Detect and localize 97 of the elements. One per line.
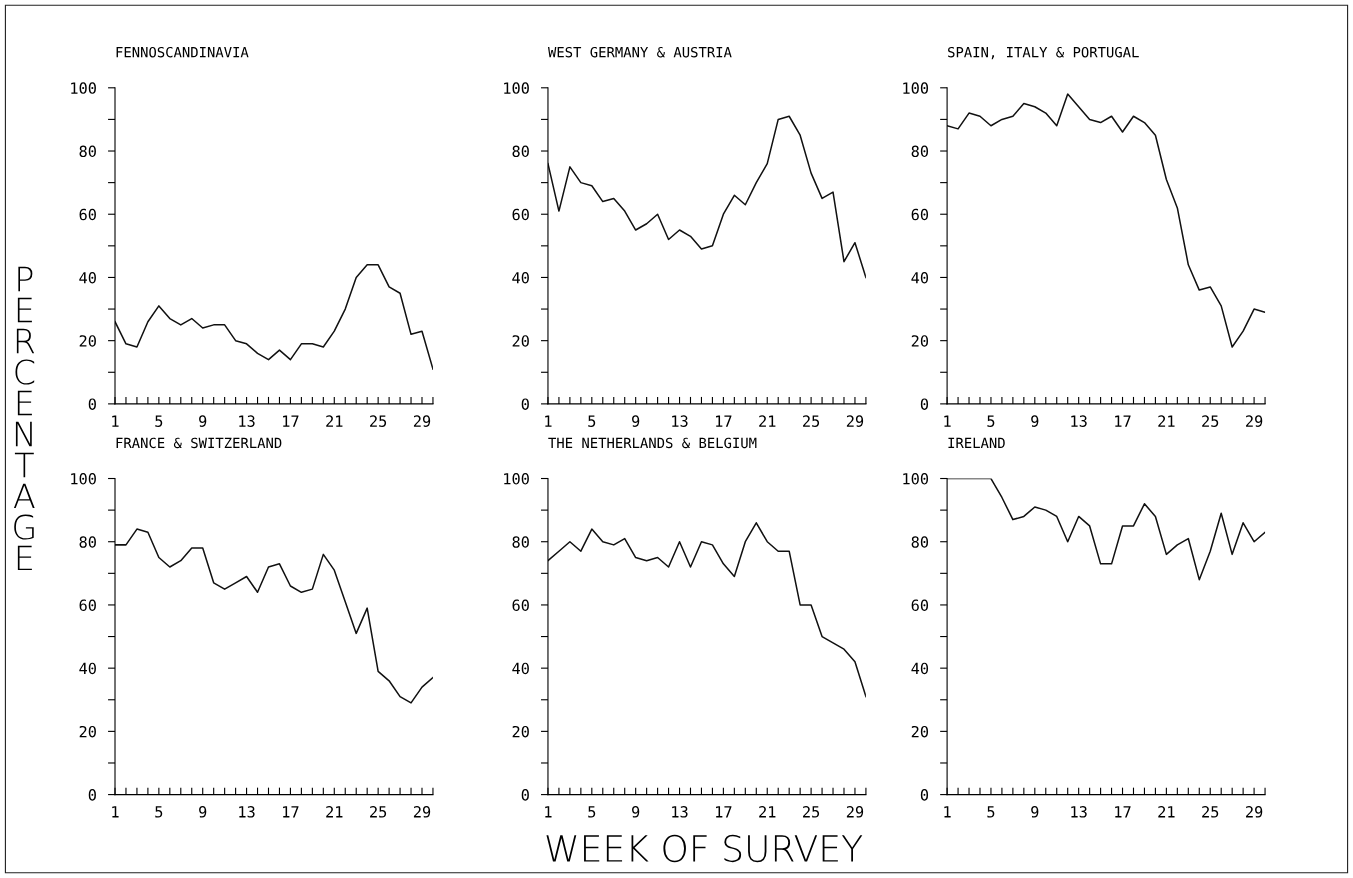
x-tick-label: 25 — [803, 806, 820, 818]
y-tick-label: 60 — [911, 599, 929, 611]
x-tick-label: 21 — [759, 415, 776, 427]
x-tick-label: 5 — [155, 415, 163, 427]
y-tick-label: 60 — [79, 599, 96, 611]
x-axis-title: WEEK OF SURVEY — [546, 834, 863, 863]
x-tick-label: 9 — [1031, 415, 1039, 427]
x-tick-label: 9 — [632, 806, 640, 818]
x-tick-label: 17 — [1115, 415, 1131, 427]
x-tick-label: 13 — [1071, 806, 1087, 818]
y-tick-label: 100 — [903, 82, 929, 94]
text: PERCENTAGE — [13, 266, 35, 571]
y-tick-label: 20 — [79, 725, 96, 738]
y-tick-label: 20 — [911, 335, 929, 347]
y-tick-label: 100 — [504, 473, 529, 485]
x-tick-label: 1 — [545, 806, 552, 818]
x-tick-label: 13 — [672, 806, 688, 818]
x-tick-label: 25 — [803, 415, 820, 427]
y-tick-label: 20 — [512, 725, 529, 738]
x-tick-label: 1 — [545, 415, 552, 427]
x-tick-label: 17 — [716, 415, 732, 427]
x-tick-label: 1 — [112, 806, 119, 818]
y-tick-label: 60 — [512, 208, 529, 221]
x-tick-label: 9 — [199, 415, 207, 427]
x-tick-label: 13 — [672, 415, 688, 427]
y-tick-label: 0 — [920, 789, 929, 801]
x-tick-label: 29 — [413, 806, 431, 818]
x-tick-label: 29 — [1246, 806, 1263, 818]
y-tick-label: 80 — [512, 145, 529, 158]
y-tick-label: 0 — [920, 398, 929, 410]
y-tick-label: 20 — [79, 335, 96, 347]
x-tick-label: 5 — [155, 806, 163, 818]
y-tick-label: 80 — [79, 536, 96, 548]
y-tick-label: 40 — [911, 271, 929, 284]
y-tick-label: 80 — [79, 145, 96, 158]
x-tick-label: 17 — [716, 806, 732, 818]
x-tick-label: 25 — [1202, 806, 1219, 818]
x-tick-label: 25 — [370, 806, 387, 818]
x-tick-label: 13 — [239, 806, 255, 818]
y-tick-label: 40 — [79, 662, 96, 675]
chart-title: WEST GERMANY & AUSTRIA — [547, 46, 732, 58]
x-tick-label: 5 — [987, 806, 995, 818]
x-tick-label: 25 — [370, 415, 387, 427]
x-tick-label: 9 — [632, 415, 640, 427]
y-tick-label: 100 — [71, 473, 96, 485]
chart-title: FRANCE & SWITZERLAND — [116, 437, 282, 449]
x-tick-label: 21 — [1158, 415, 1175, 427]
y-tick-label: 0 — [521, 398, 529, 410]
chart-title: SPAIN, ITALY & PORTUGAL — [948, 46, 1139, 60]
x-tick-label: 17 — [283, 415, 299, 427]
y-tick-label: 0 — [521, 789, 529, 801]
x-tick-label: 13 — [239, 415, 255, 427]
x-tick-label: 1 — [944, 806, 951, 818]
x-tick-label: 29 — [846, 415, 864, 427]
line-series — [115, 264, 433, 370]
y-tick-label: 40 — [911, 662, 929, 675]
line-series — [547, 115, 866, 279]
y-tick-label: 20 — [911, 725, 929, 738]
chart-title: IRELAND — [948, 437, 1005, 448]
x-tick-label: 21 — [326, 415, 343, 427]
y-tick-label: 80 — [911, 536, 929, 548]
y-tick-label: 80 — [512, 536, 529, 548]
x-tick-label: 17 — [1115, 806, 1131, 818]
x-tick-label: 25 — [1202, 415, 1219, 427]
x-tick-label: 5 — [588, 806, 596, 818]
x-tick-label: 21 — [326, 806, 343, 818]
x-tick-label: 21 — [1158, 806, 1175, 818]
y-tick-label: 20 — [512, 335, 529, 347]
x-tick-label: 29 — [1246, 415, 1263, 427]
line-series — [947, 93, 1266, 348]
y-tick-label: 60 — [79, 208, 96, 221]
chart-title: FENNOSCANDINAVIA — [116, 46, 249, 58]
y-tick-label: 80 — [911, 145, 929, 158]
x-tick-label: 29 — [413, 415, 431, 427]
x-tick-label: 9 — [199, 806, 207, 818]
chart-title: THE NETHERLANDS & BELGIUM — [548, 437, 757, 449]
y-tick-label: 40 — [512, 662, 529, 675]
x-tick-label: 21 — [759, 806, 776, 818]
x-tick-label: 29 — [846, 806, 864, 818]
line-series — [547, 521, 866, 698]
x-tick-label: 5 — [987, 415, 995, 427]
y-tick-label: 40 — [79, 271, 96, 284]
x-tick-label: 9 — [1031, 806, 1039, 818]
y-tick-label: 100 — [903, 473, 929, 485]
x-tick-label: 17 — [283, 806, 299, 818]
y-tick-label: 0 — [88, 789, 96, 801]
y-tick-label: 40 — [512, 271, 529, 284]
y-tick-label: 100 — [504, 82, 529, 94]
line-series — [115, 528, 433, 704]
y-tick-label: 60 — [911, 208, 929, 221]
x-tick-label: 13 — [1071, 415, 1087, 427]
x-tick-label: 1 — [112, 415, 119, 427]
y-tick-label: 60 — [512, 599, 529, 611]
x-tick-label: 1 — [944, 415, 951, 427]
y-tick-label: 0 — [88, 398, 96, 410]
x-tick-label: 5 — [588, 415, 596, 427]
y-tick-label: 100 — [71, 82, 96, 94]
